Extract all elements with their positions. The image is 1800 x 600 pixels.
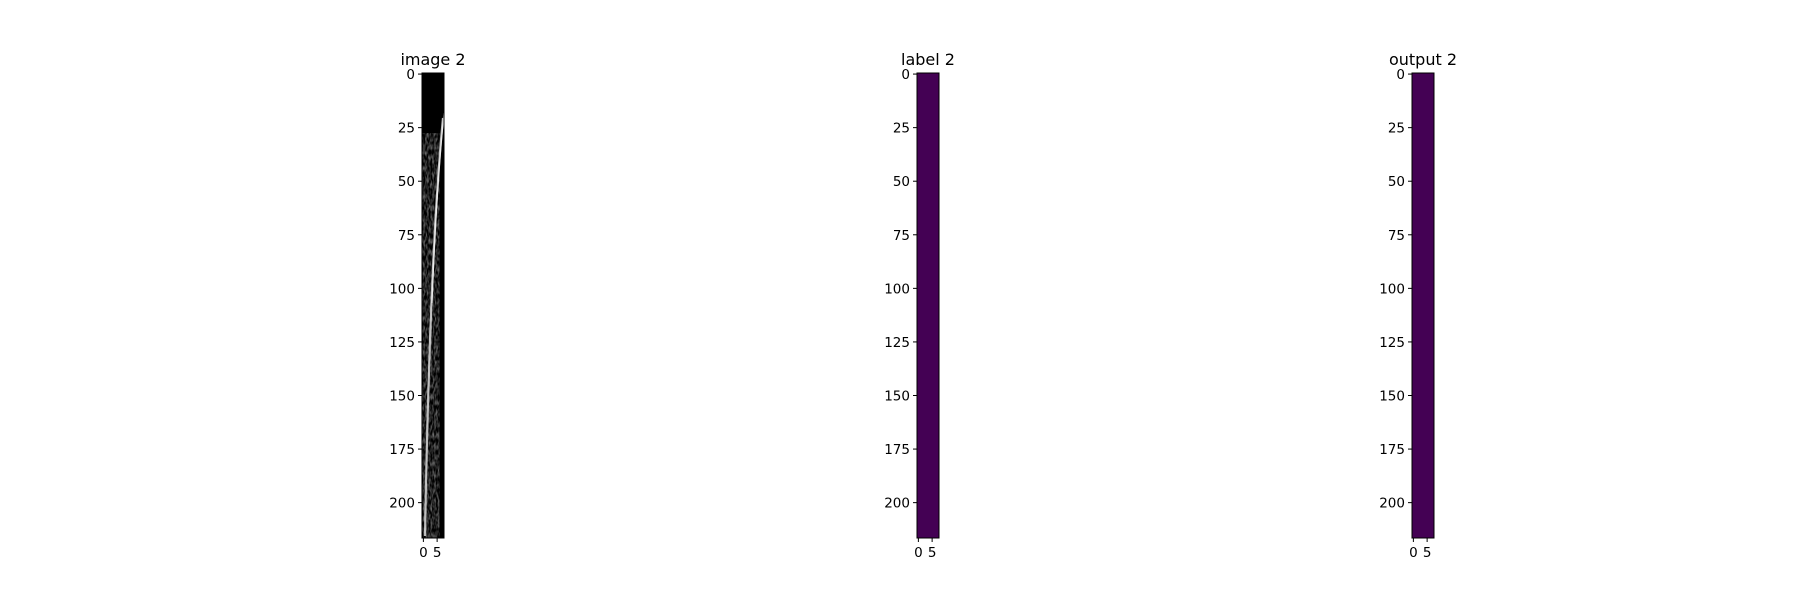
- y-tick-label: 200: [1379, 496, 1405, 512]
- y-tick-label: 25: [1388, 121, 1405, 137]
- heatmap-image: [917, 73, 939, 538]
- axes-frame: [421, 72, 445, 539]
- y-tick-label: 50: [893, 174, 910, 190]
- y-tick-label: 75: [1388, 228, 1405, 244]
- y-tick-label: 150: [884, 389, 910, 405]
- y-tick-label: 50: [1388, 174, 1405, 190]
- y-tick-label: 150: [389, 389, 415, 405]
- heatmap-image: [1412, 73, 1434, 538]
- y-tick-label: 100: [884, 281, 910, 297]
- panel-title: image 2: [400, 50, 465, 69]
- axes-frame: [916, 72, 940, 539]
- y-tick-label: 100: [389, 281, 415, 297]
- x-tick-label: 0: [1409, 545, 1418, 561]
- y-tick-label: 200: [389, 496, 415, 512]
- y-tick-label: 25: [398, 121, 415, 137]
- y-tick-label: 175: [389, 442, 415, 458]
- x-tick-label: 5: [1423, 545, 1432, 561]
- y-tick-label: 150: [1379, 389, 1405, 405]
- x-tick-label: 5: [928, 545, 937, 561]
- y-tick-label: 175: [1379, 442, 1405, 458]
- y-tick-label: 175: [884, 442, 910, 458]
- panel-title: label 2: [901, 50, 955, 69]
- y-tick-label: 0: [1396, 67, 1405, 83]
- x-tick-label: 0: [914, 545, 923, 561]
- y-tick-label: 125: [1379, 335, 1405, 351]
- y-tick-label: 75: [893, 228, 910, 244]
- y-tick-label: 0: [901, 67, 910, 83]
- y-tick-label: 50: [398, 174, 415, 190]
- x-tick-label: 0: [419, 545, 428, 561]
- image-texture: [422, 112, 445, 538]
- y-tick-label: 125: [389, 335, 415, 351]
- panel-title: output 2: [1389, 50, 1457, 69]
- x-tick-label: 5: [433, 545, 442, 561]
- y-tick-label: 125: [884, 335, 910, 351]
- y-tick-label: 75: [398, 228, 415, 244]
- y-tick-label: 100: [1379, 281, 1405, 297]
- y-tick-label: 25: [893, 121, 910, 137]
- y-tick-label: 200: [884, 496, 910, 512]
- y-tick-label: 0: [406, 67, 415, 83]
- axes-frame: [1411, 72, 1435, 539]
